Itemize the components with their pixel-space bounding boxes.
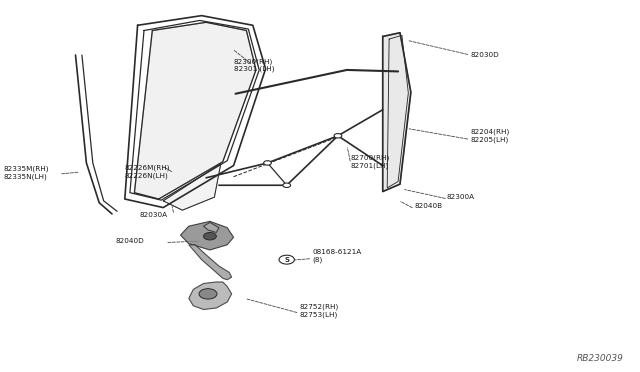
Text: 08168-6121A
(8): 08168-6121A (8) bbox=[312, 249, 362, 263]
Circle shape bbox=[204, 232, 216, 240]
Text: RB230039: RB230039 bbox=[577, 354, 624, 363]
Text: 82300(RH)
82301 (LH): 82300(RH) 82301 (LH) bbox=[234, 58, 274, 72]
Polygon shape bbox=[163, 164, 221, 210]
Text: 82300A: 82300A bbox=[447, 194, 475, 200]
Circle shape bbox=[264, 161, 271, 165]
Circle shape bbox=[334, 134, 342, 138]
Text: 82335M(RH)
82335N(LH): 82335M(RH) 82335N(LH) bbox=[3, 166, 49, 180]
Circle shape bbox=[279, 255, 294, 264]
Polygon shape bbox=[189, 245, 232, 280]
Circle shape bbox=[283, 183, 291, 187]
Text: 82226M(RH)
82226N(LH): 82226M(RH) 82226N(LH) bbox=[125, 165, 170, 179]
Polygon shape bbox=[180, 221, 234, 250]
Text: 82204(RH)
82205(LH): 82204(RH) 82205(LH) bbox=[470, 129, 509, 143]
Text: 82700(RH)
82701(LH): 82700(RH) 82701(LH) bbox=[351, 155, 390, 169]
Text: 82030A: 82030A bbox=[140, 212, 168, 218]
Circle shape bbox=[199, 289, 217, 299]
Polygon shape bbox=[134, 22, 256, 199]
Polygon shape bbox=[383, 33, 411, 192]
Polygon shape bbox=[189, 282, 232, 310]
Text: 82040B: 82040B bbox=[415, 203, 443, 209]
Polygon shape bbox=[204, 222, 219, 232]
Text: S: S bbox=[284, 257, 289, 263]
Text: 82030D: 82030D bbox=[470, 52, 499, 58]
Text: 82752(RH)
82753(LH): 82752(RH) 82753(LH) bbox=[300, 304, 339, 318]
Text: 82040D: 82040D bbox=[115, 238, 144, 244]
